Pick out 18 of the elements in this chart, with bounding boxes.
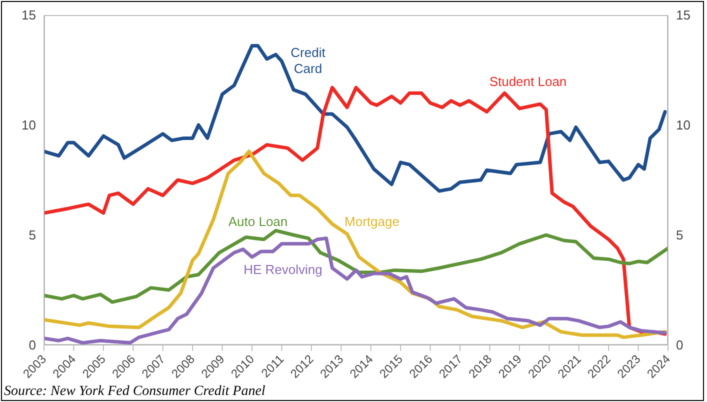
- series-label: Credit Card: [290, 45, 326, 77]
- series-label: Auto Loan: [228, 214, 288, 230]
- series-label: Student Loan: [489, 74, 567, 90]
- y2-tick-label: 10: [676, 118, 690, 133]
- y-tick-label: 0: [28, 338, 36, 353]
- line-series: [44, 150, 667, 340]
- y-tick-label: 5: [28, 228, 36, 243]
- y2-tick-label: 15: [676, 8, 690, 23]
- y-tick-label: 15: [22, 8, 36, 23]
- line-series: [44, 86, 667, 336]
- source-note: Source: New York Fed Consumer Credit Panel: [4, 384, 266, 400]
- y-tick-label: 10: [22, 118, 36, 133]
- line-series: [44, 44, 667, 193]
- series-label: HE Revolving: [244, 262, 322, 278]
- y2-tick-label: 5: [676, 228, 684, 243]
- line-series: [44, 228, 668, 304]
- y2-tick-label: 0: [676, 338, 684, 353]
- series-label: Mortgage: [344, 214, 400, 230]
